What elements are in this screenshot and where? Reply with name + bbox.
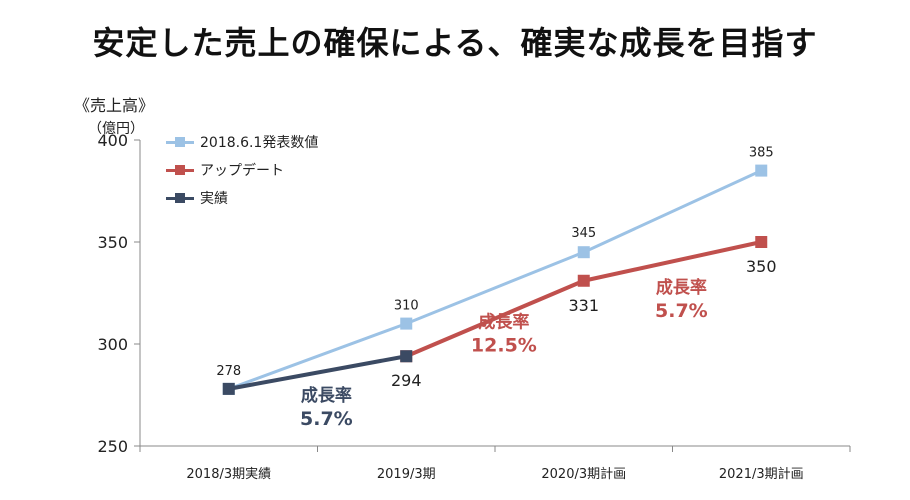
data-label-plan: 345 xyxy=(571,226,596,241)
series-line-actual xyxy=(228,354,407,391)
x-tick-label: 2020/3期計画 xyxy=(541,466,626,482)
page-title: 安定した売上の確保による、確実な成長を目指す xyxy=(92,24,818,62)
y-tick-label: 250 xyxy=(97,437,128,456)
growth-rate-value: 5.7% xyxy=(655,300,708,322)
legend-label-plan: 2018.6.1発表数値 xyxy=(200,135,319,151)
data-point-update xyxy=(577,274,590,287)
x-tick-label: 2019/3期 xyxy=(377,467,436,482)
x-tick-label: 2021/3期計画 xyxy=(719,466,804,482)
data-point-actual xyxy=(400,350,413,363)
chart-legend: 2018.6.1発表数値 アップデート 実績 xyxy=(166,130,318,210)
unit-label: （億円） xyxy=(88,121,144,137)
data-label-plan: 278 xyxy=(216,364,241,379)
data-point-plan xyxy=(755,164,768,177)
legend-label-update: アップデート xyxy=(200,163,284,179)
data-point-plan xyxy=(577,246,590,259)
legend-swatch-actual xyxy=(166,192,194,204)
legend-label-actual: 実績 xyxy=(200,191,228,207)
data-point-update xyxy=(755,236,768,248)
data-point-plan xyxy=(400,317,413,330)
growth-rate-value: 5.7% xyxy=(300,408,353,430)
growth-rate-label: 成長率 xyxy=(656,277,707,298)
y-tick-label: 300 xyxy=(97,335,128,354)
section-label: 《売上高》 xyxy=(74,96,155,115)
data-label-plan: 310 xyxy=(394,299,419,314)
data-label-update: 350 xyxy=(746,257,777,276)
x-tick-label: 2018/3期実績 xyxy=(186,466,271,482)
growth-rate-label: 成長率 xyxy=(478,312,529,333)
data-label-update: 294 xyxy=(391,371,422,390)
data-label-update: 331 xyxy=(568,296,599,315)
legend-item-update: アップデート xyxy=(166,158,318,182)
y-tick-label: 400 xyxy=(97,131,128,150)
growth-rate-label: 成長率 xyxy=(301,385,352,406)
y-tick-label: 350 xyxy=(97,233,128,252)
growth-rate-value: 12.5% xyxy=(471,335,537,357)
legend-item-actual: 実績 xyxy=(166,186,318,210)
legend-swatch-plan xyxy=(166,136,194,148)
data-label-plan: 385 xyxy=(749,146,774,161)
series-line-plan xyxy=(228,169,762,391)
data-point-actual xyxy=(222,382,235,395)
legend-item-plan: 2018.6.1発表数値 xyxy=(166,130,318,154)
legend-swatch-update xyxy=(166,164,194,176)
